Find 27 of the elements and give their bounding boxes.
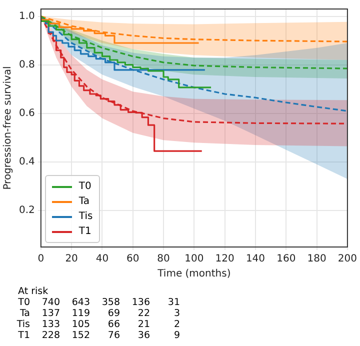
y-tick-label: 1.0 [18, 10, 35, 22]
x-tick-label: 60 [126, 254, 140, 265]
x-tick-label: 80 [157, 254, 170, 265]
text: At risk [18, 286, 50, 297]
text: Ta 137 119 69 22 3 [20, 308, 180, 319]
x-tick-label: 0 [38, 254, 44, 265]
text: Tis 133 105 66 21 2 [16, 319, 180, 330]
text: T0 740 643 358 136 31 [18, 297, 180, 308]
x-axis-title: Time (months) [156, 268, 231, 280]
legend-label: T0 [78, 181, 92, 192]
legend-label: T1 [78, 226, 92, 237]
x-tick-label: 200 [338, 254, 358, 265]
legend-label: Ta [78, 196, 90, 207]
x-tick-label: 100 [184, 254, 204, 265]
x-tick-label: 140 [246, 254, 266, 265]
x-tick-label: 160 [276, 254, 296, 265]
x-tick-label: 40 [96, 254, 109, 265]
y-tick-label: 0.2 [18, 205, 35, 216]
text: T1 228 152 76 36 9 [18, 330, 180, 341]
y-tick-label: 0.4 [18, 156, 35, 168]
x-tick-label: 20 [65, 254, 78, 265]
legend-label: Tis [78, 211, 93, 222]
y-axis-title: Progression-free survival [2, 66, 14, 190]
x-tick-label: 120 [215, 254, 234, 265]
y-tick-label: 0.6 [18, 108, 35, 120]
x-tick-label: 180 [307, 254, 326, 265]
y-tick-label: 0.8 [18, 59, 35, 70]
